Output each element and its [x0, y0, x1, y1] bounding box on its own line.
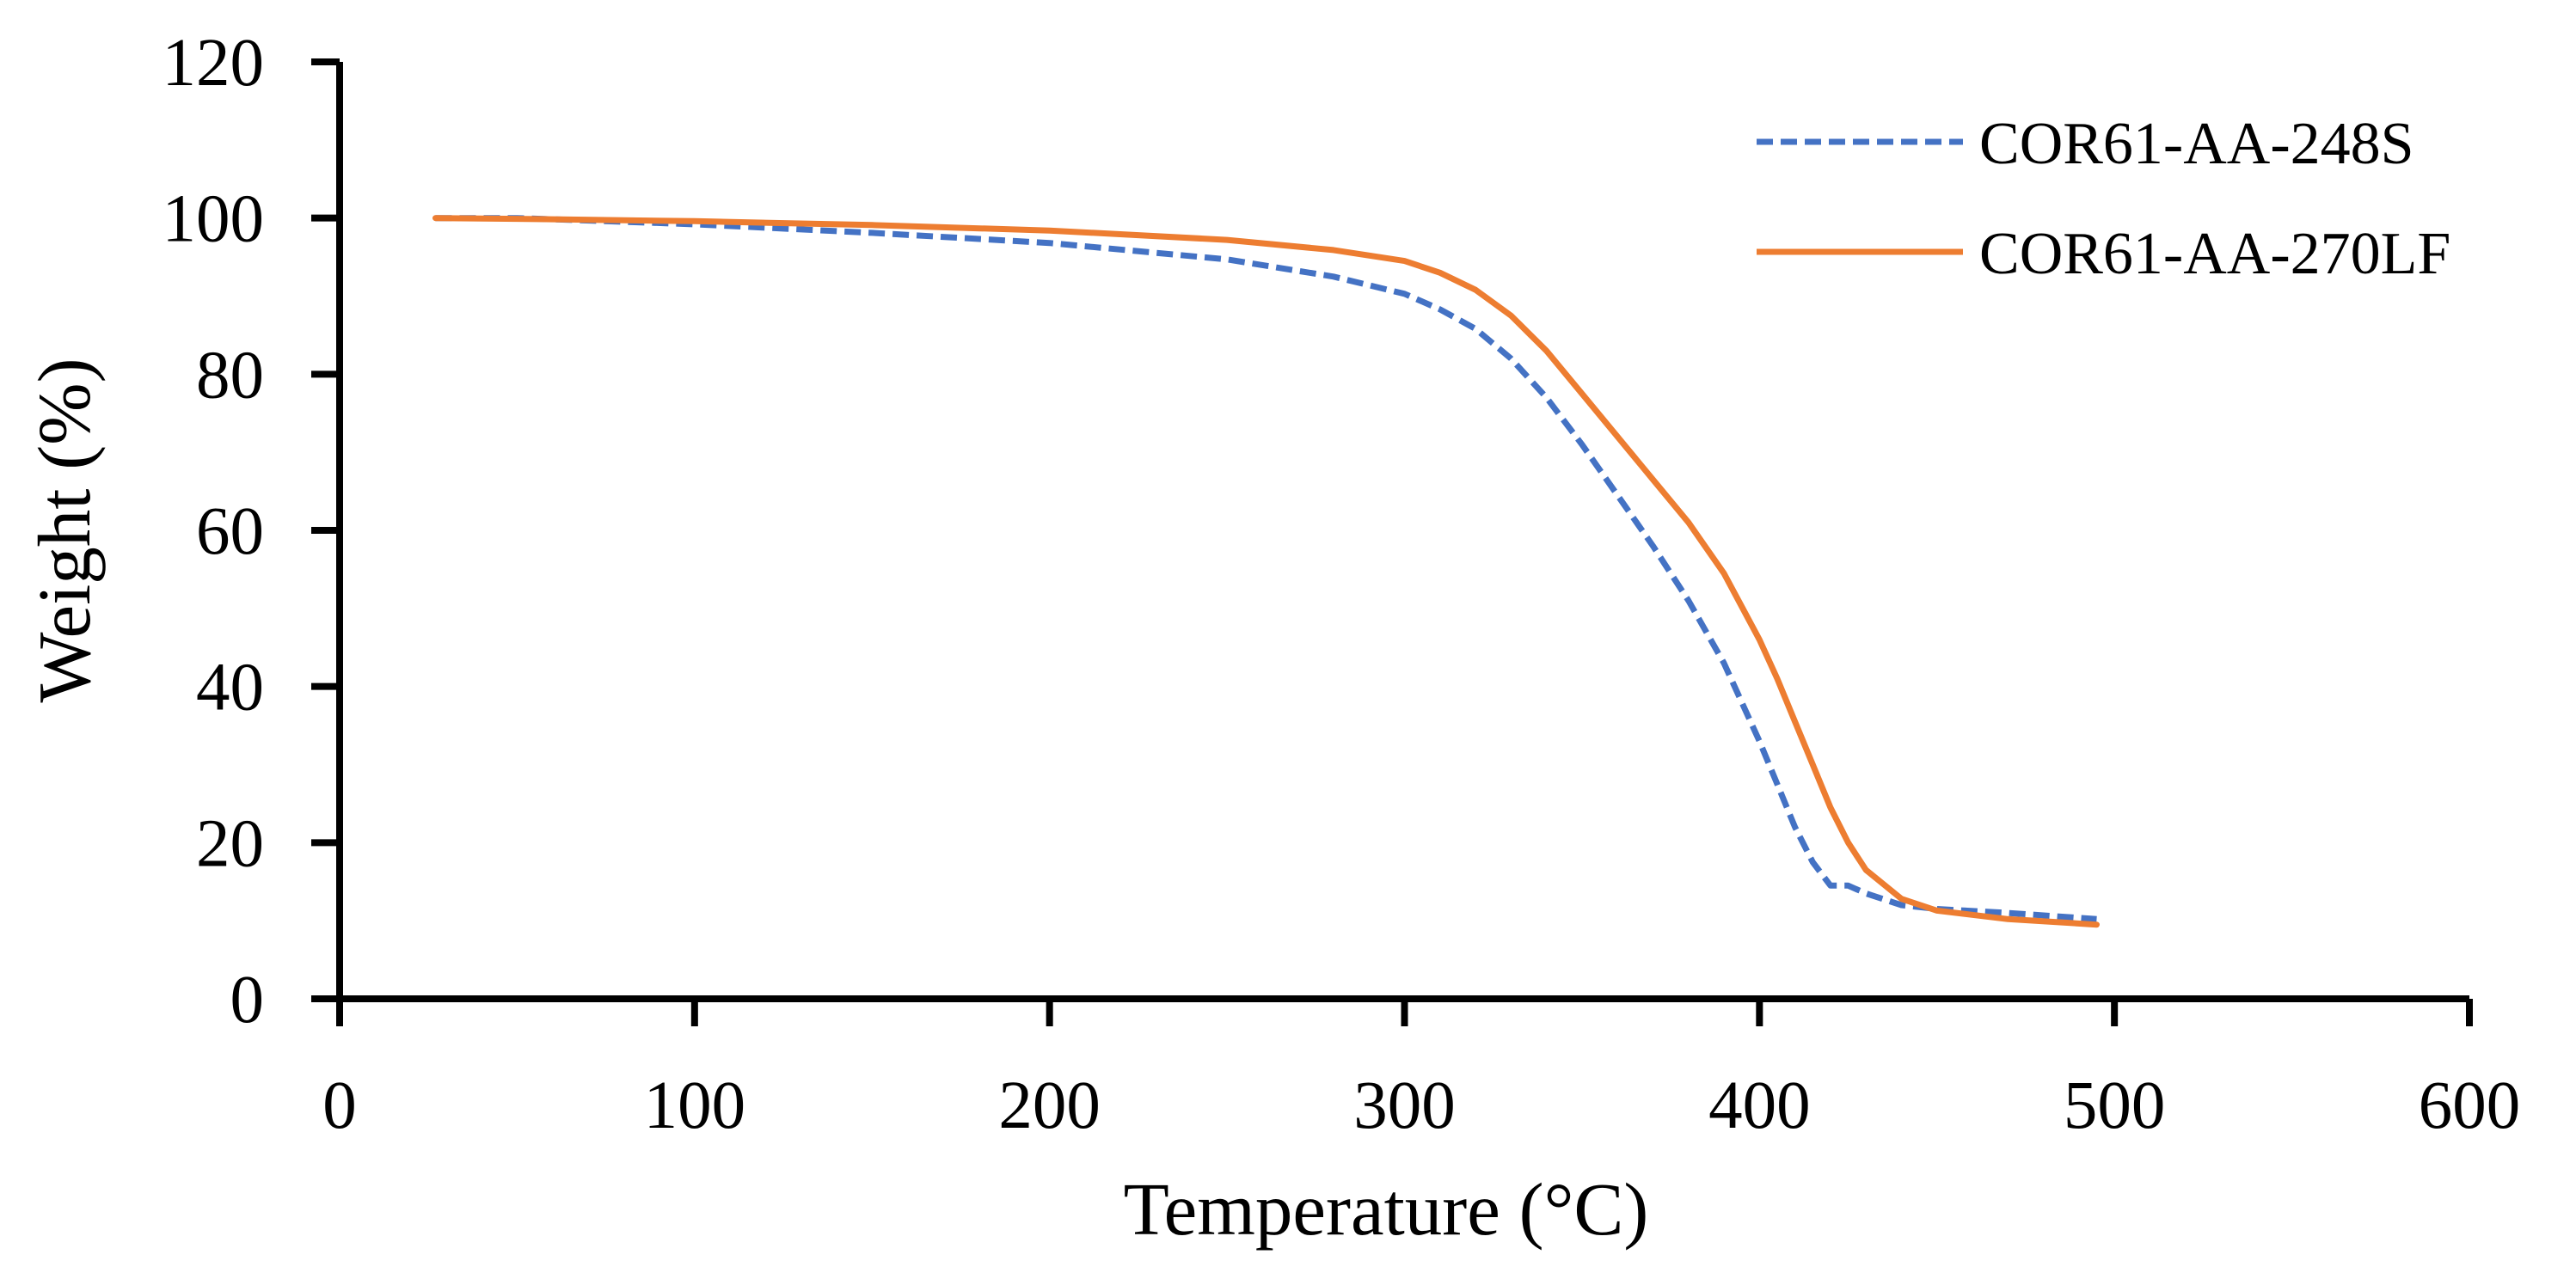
y-tick-label: 100 — [163, 182, 265, 257]
x-tick-label: 500 — [2064, 1068, 2166, 1143]
legend-label-cor61-aa-270lf: COR61-AA-270LF — [1979, 221, 2450, 287]
series-line-cor61-aa-270lf — [432, 215, 2100, 928]
y-tick-label: 40 — [196, 651, 264, 725]
x-tick-label: 0 — [322, 1068, 357, 1143]
y-tick-label: 20 — [196, 806, 264, 881]
x-tick-label: 400 — [1708, 1068, 1811, 1143]
legend-label-cor61-aa-248s: COR61-AA-248S — [1979, 111, 2414, 177]
x-axis-title: Temperature (°C) — [1124, 1167, 1649, 1251]
series-line-cor61-aa-248s — [435, 215, 2097, 922]
y-tick-label: 120 — [163, 26, 265, 101]
axes — [336, 62, 2469, 1002]
x-tick-label: 600 — [2419, 1068, 2521, 1143]
y-tick-label: 60 — [196, 494, 264, 569]
y-axis-title: Weight (%) — [22, 358, 106, 702]
x-tick-label: 100 — [644, 1068, 746, 1143]
x-tick-label: 200 — [998, 1068, 1101, 1143]
y-ticks: 0 20 40 60 80 100 120 — [163, 26, 340, 1037]
x-ticks: 0 100 200 300 400 500 600 — [322, 999, 2520, 1143]
plot-lines — [432, 215, 2100, 928]
x-tick-label: 300 — [1353, 1068, 1456, 1143]
y-tick-label: 80 — [196, 338, 264, 413]
legend: COR61-AA-248S COR61-AA-270LF — [1757, 111, 2450, 287]
y-tick-label: 0 — [230, 963, 265, 1037]
